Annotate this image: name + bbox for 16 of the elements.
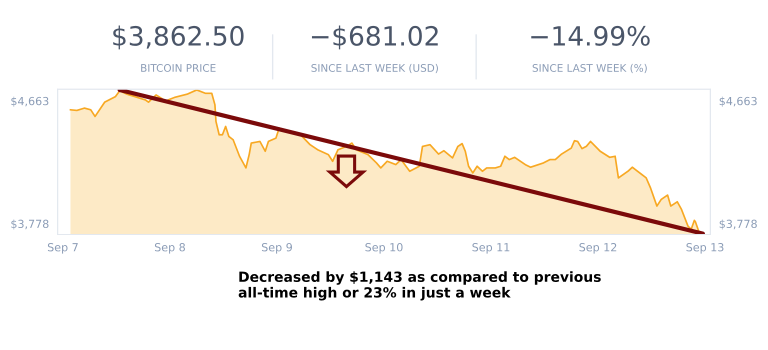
x-tick-label: Sep 9 xyxy=(262,243,292,254)
x-tick-label: Sep 10 xyxy=(365,243,403,254)
x-tick-label: Sep 12 xyxy=(579,243,616,254)
x-tick-label: Sep 8 xyxy=(154,243,185,254)
x-tick-label: Sep 7 xyxy=(48,243,78,254)
x-tick-label: Sep 11 xyxy=(472,243,510,254)
text: SINCE LAST WEEK (USD) xyxy=(311,64,438,74)
text: BITCOIN PRICE xyxy=(141,64,216,72)
text: SINCE LAST WEEK (%) xyxy=(532,64,647,74)
text: −14.99% xyxy=(531,26,650,46)
text: Decreased by $1,143 as compared to previous all-time high or 23% in just a week xyxy=(238,271,601,300)
x-tick-label: Sep 13 xyxy=(686,243,724,254)
y2-tick-label: $4,663 xyxy=(720,96,757,107)
y2-tick-label: $3,778 xyxy=(720,219,757,230)
text: −$681.02 xyxy=(312,25,438,50)
text: $3,862.50 xyxy=(113,25,244,50)
